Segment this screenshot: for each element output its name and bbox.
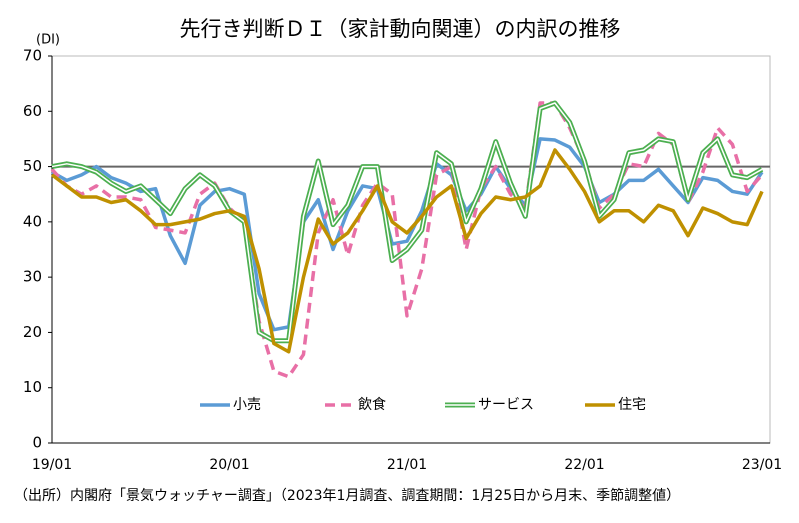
chart-title: 先行き判断ＤＩ（家計動向関連）の内訳の推移: [180, 17, 621, 41]
y-tick-label: 20: [23, 323, 42, 341]
x-tick-label: 22/01: [564, 457, 604, 473]
x-tick-label: 21/01: [387, 457, 427, 473]
y-tick-label: 60: [23, 102, 42, 120]
y-tick-label: 0: [32, 434, 42, 452]
y-tick-label: 50: [23, 157, 42, 175]
series-line: [51, 100, 764, 344]
series-line: [51, 137, 764, 332]
series-line-inner: [51, 102, 763, 342]
y-tick-label: 10: [23, 378, 42, 396]
series-line: [50, 148, 764, 354]
x-tick-label: 19/01: [32, 457, 72, 473]
y-axis-label: (DI): [36, 33, 60, 48]
legend-label: 住宅: [618, 397, 646, 413]
x-tick-label: 23/01: [742, 457, 782, 473]
legend-label: 小売: [233, 397, 261, 413]
source-note: （出所）内閣府「景気ウォッチャー調査」（2023年1月調査、調査期間：1月25日…: [14, 487, 680, 504]
y-tick-label: 70: [23, 47, 42, 65]
series-line: [50, 101, 764, 379]
legend-label: 飲食: [358, 396, 386, 413]
y-tick-label: 40: [23, 212, 42, 230]
x-tick-label: 20/01: [209, 457, 249, 473]
y-tick-label: 30: [23, 268, 42, 286]
legend-label: サービス: [478, 397, 534, 413]
plot-frame: [51, 55, 771, 444]
